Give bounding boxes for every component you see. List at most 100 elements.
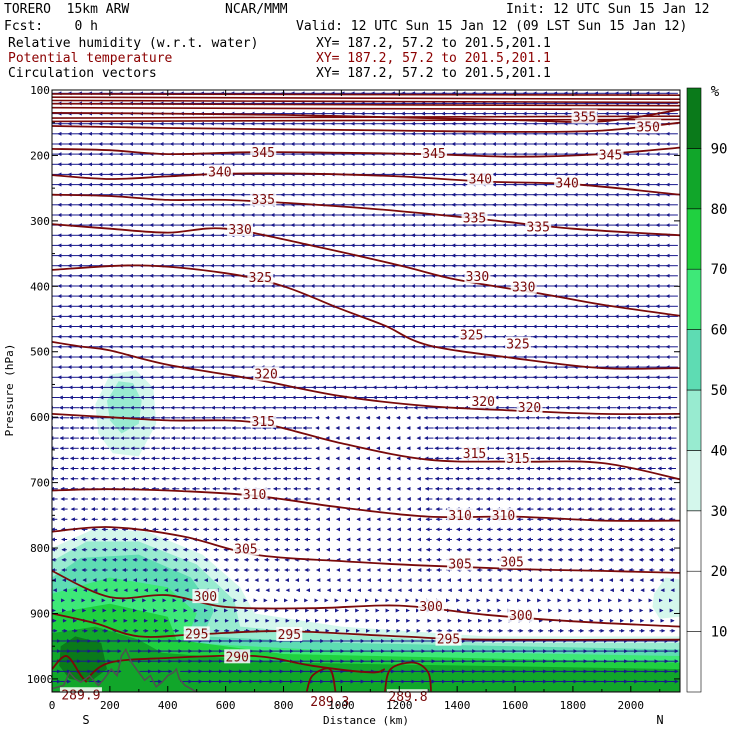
- valid-time: Valid: 12 UTC Sun 15 Jan 12 (09 LST Sun …: [296, 19, 688, 34]
- contour-label-bg-6: [467, 171, 494, 186]
- contour-label-bg-26: [232, 541, 259, 556]
- contour-label-38: 289.8: [388, 690, 427, 705]
- contour-label-bg-31: [507, 608, 534, 623]
- contour-label-bg-7: [554, 175, 581, 190]
- contour-label-28: 305: [500, 555, 523, 570]
- forecast-hour: Fcst: 0 h: [4, 19, 98, 34]
- init-time: Init: 12 UTC Sun 15 Jan 12: [506, 2, 710, 17]
- theta-contour-315: [52, 413, 680, 481]
- contour-label-bg-4: [597, 147, 624, 162]
- contour-label-19: 320: [518, 401, 541, 416]
- theta-contour-300: [52, 570, 680, 628]
- y-tick-label-500: 500: [30, 346, 50, 359]
- contour-label-9: 335: [463, 211, 486, 226]
- x-tick-label-1600: 1600: [502, 699, 529, 712]
- colorbar-label-70: 70: [711, 262, 728, 278]
- contour-label-24: 310: [448, 509, 471, 524]
- contour-label-bg-33: [276, 627, 303, 642]
- contour-label-bg-21: [461, 445, 488, 460]
- x-tick-label-1400: 1400: [444, 699, 471, 712]
- colorbar-label-30: 30: [711, 504, 728, 520]
- theta-contour-330: [52, 223, 680, 317]
- colorbar-segment-80: [686, 148, 702, 210]
- contour-label-bg-8: [250, 191, 277, 206]
- contour-label-27: 305: [448, 557, 471, 572]
- colorbar-segment-50: [686, 329, 702, 391]
- theta-contour-289-3: [305, 667, 337, 692]
- y-tick-label-200: 200: [30, 149, 50, 162]
- contour-label-bg-20: [250, 413, 277, 428]
- theta-contour-289-8: [383, 661, 432, 692]
- contour-label-7: 340: [555, 177, 578, 192]
- contour-label-3: 345: [422, 147, 445, 162]
- contour-label-31: 300: [509, 609, 532, 624]
- theta-contour-upper-5: [52, 115, 680, 119]
- contour-label-5: 340: [208, 165, 231, 180]
- colorbar-label-50: 50: [711, 383, 728, 399]
- theta-contour-310: [52, 488, 680, 522]
- contour-label-4: 345: [599, 148, 622, 163]
- contour-label-34: 295: [437, 633, 460, 648]
- x-end-label-south: S: [82, 713, 89, 727]
- theta-contour-upper-2: [52, 99, 680, 104]
- contour-label-bg-30: [418, 598, 445, 613]
- theta-contour-335: [52, 193, 680, 237]
- contour-label-2: 345: [252, 146, 275, 161]
- xy-range-theta: XY= 187.2, 57.2 to 201.5,201.1: [316, 51, 551, 66]
- contour-label-8: 335: [252, 193, 275, 208]
- colorbar-segment-0: [686, 631, 702, 693]
- contour-label-bg-32: [183, 626, 210, 641]
- contour-label-bg-28: [499, 554, 526, 569]
- theta-contour-290: [86, 654, 386, 680]
- contour-label-bg-38: [386, 689, 429, 704]
- theta-contour-305: [52, 526, 680, 574]
- contour-label-30: 300: [419, 600, 442, 615]
- contour-label-bg-23: [241, 487, 268, 502]
- contour-label-12: 330: [466, 270, 489, 285]
- contour-label-13: 330: [512, 281, 535, 296]
- theta-contour-325: [52, 264, 680, 370]
- colorbar-label-10: 10: [711, 625, 728, 641]
- contour-label-bg-5: [206, 164, 233, 179]
- theta-contour-upper-1: [52, 96, 680, 100]
- y-tick-label-400: 400: [30, 280, 50, 293]
- y-tick-label-800: 800: [30, 542, 50, 555]
- contour-label-15: 325: [460, 328, 483, 343]
- contour-label-23: 310: [243, 488, 266, 503]
- colorbar-label-80: 80: [711, 202, 728, 218]
- contour-label-bg-9: [461, 210, 488, 225]
- x-tick-label-1800: 1800: [560, 699, 587, 712]
- x-tick-label-200: 200: [100, 699, 120, 712]
- contour-label-14: 325: [249, 271, 272, 286]
- rh-region-8: [52, 626, 680, 692]
- colorbar-segment-40: [686, 389, 702, 451]
- theta-contour-345: [52, 146, 680, 158]
- contour-label-18: 320: [471, 395, 494, 410]
- contour-label-33: 295: [278, 628, 301, 643]
- x-axis-title: Distance (km): [323, 714, 409, 727]
- field-label-rh: Relative humidity (w.r.t. water): [8, 36, 259, 51]
- contour-label-0: 355: [573, 110, 596, 125]
- contour-label-10: 335: [526, 220, 549, 235]
- contour-label-bg-19: [516, 400, 543, 415]
- contour-label-22: 315: [506, 452, 529, 467]
- colorbar-segment-70: [686, 208, 702, 270]
- contour-label-bg-22: [504, 451, 531, 466]
- contour-label-bg-3: [421, 146, 448, 161]
- y-tick-label-1000: 1000: [27, 673, 54, 686]
- contour-label-bg-12: [464, 269, 491, 284]
- colorbar-unit: %: [711, 84, 720, 100]
- x-tick-label-2000: 2000: [618, 699, 645, 712]
- colorbar-segment-20: [686, 510, 702, 572]
- x-tick-label-400: 400: [158, 699, 178, 712]
- x-end-label-north: N: [656, 713, 663, 727]
- contour-label-bg-35: [224, 649, 251, 664]
- colorbar-segment-10: [686, 570, 702, 632]
- x-tick-label-1200: 1200: [386, 699, 413, 712]
- y-tick-label-700: 700: [30, 477, 50, 490]
- contour-label-bg-17: [253, 366, 280, 381]
- y-tick-label-100: 100: [30, 84, 50, 97]
- contour-label-bg-36: [59, 687, 102, 702]
- contour-label-20: 315: [252, 415, 275, 430]
